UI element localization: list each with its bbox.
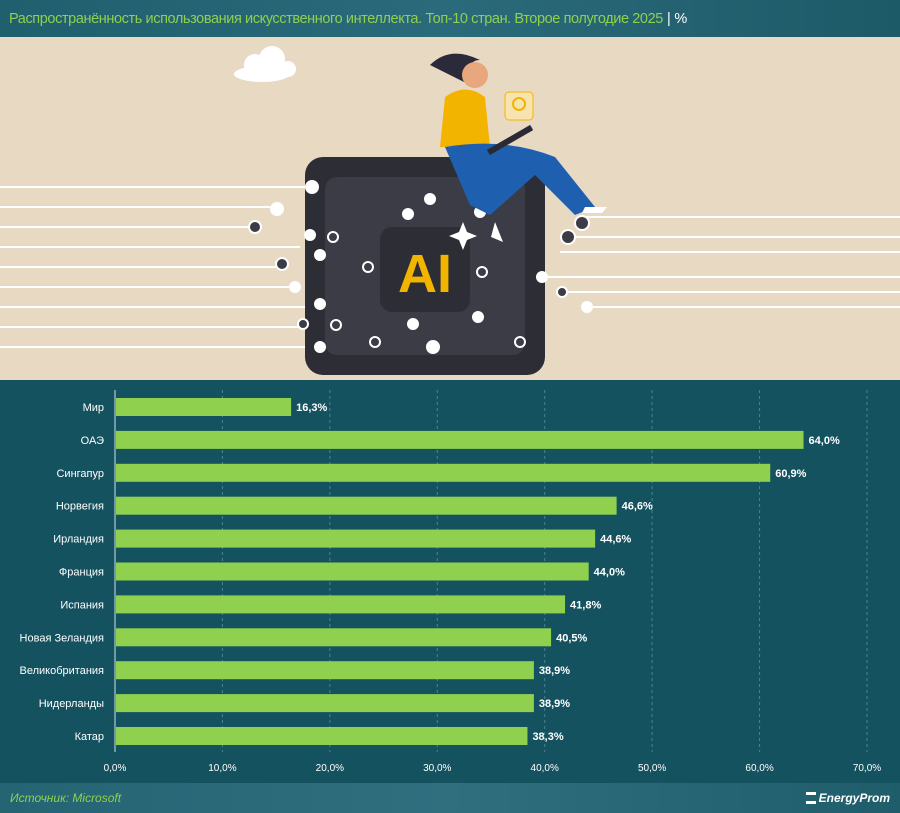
bar: [116, 661, 534, 680]
category-label: Франция: [59, 567, 104, 579]
bar: [116, 727, 528, 745]
category-label: Катар: [75, 731, 104, 743]
unit-label: %: [674, 10, 687, 27]
category-label: Великобритания: [20, 665, 105, 677]
bar: [116, 398, 292, 416]
lightbulb-icon: [512, 97, 526, 111]
energyprom-logo: EnergyProm: [805, 791, 890, 805]
bar: [116, 562, 589, 581]
bar: [116, 595, 566, 614]
footer: Источник: Microsoft EnergyProm: [0, 783, 900, 813]
bar: [116, 430, 804, 449]
circuit-lines: [0, 186, 900, 348]
data-label: 38,9%: [539, 698, 570, 710]
woman-with-laptop: [430, 53, 607, 242]
data-label: 38,3%: [532, 731, 563, 743]
category-label: Норвегия: [56, 501, 104, 513]
data-label: 16,3%: [296, 402, 327, 414]
chart-header: Распространённость использования искусст…: [0, 0, 900, 37]
x-tick-label: 70,0%: [853, 763, 881, 774]
category-label: Сингапур: [56, 468, 104, 480]
bar-chart: 0,0% 10,0% 20,0% 30,0% 40,0% 50,0% 60,0% 70,0% М…: [0, 380, 900, 783]
chart-title: Распространённость использования искусст…: [9, 10, 663, 27]
cloud-icon: [234, 46, 296, 82]
logo-mark-icon: [805, 792, 816, 804]
source-note: Источник: Microsoft: [10, 791, 122, 805]
data-label: 44,0%: [594, 567, 625, 579]
x-tick-label: 30,0%: [423, 763, 451, 774]
data-label: 41,8%: [570, 599, 601, 611]
ai-illustration: AI: [0, 37, 900, 380]
category-label: Новая Зеландия: [20, 632, 104, 644]
sparkle-icon: [449, 222, 477, 250]
data-label: 38,9%: [539, 665, 570, 677]
data-label: 46,6%: [622, 501, 653, 513]
data-label: 60,9%: [775, 468, 806, 480]
chip-label: AI: [398, 244, 452, 304]
category-label: ОАЭ: [81, 435, 104, 447]
bar: [116, 694, 534, 713]
x-tick-label: 50,0%: [638, 763, 666, 774]
x-tick-label: 20,0%: [316, 763, 344, 774]
bar: [116, 463, 771, 482]
x-tick-label: 10,0%: [208, 763, 236, 774]
bar: [116, 496, 617, 515]
logo-text: EnergyProm: [818, 791, 890, 805]
category-label: Мир: [83, 402, 104, 414]
category-label: Нидерланды: [39, 698, 104, 710]
x-tick-label: 40,0%: [531, 763, 559, 774]
category-label: Ирландия: [53, 534, 104, 546]
data-label: 44,6%: [600, 534, 631, 546]
bar: [116, 628, 552, 647]
data-label: 64,0%: [809, 435, 840, 447]
category-label: Испания: [60, 599, 104, 611]
x-tick-label: 60,0%: [745, 763, 773, 774]
title-separator: |: [666, 10, 671, 27]
x-tick-label: 0,0%: [104, 763, 127, 774]
data-label: 40,5%: [556, 632, 587, 644]
bar: [116, 529, 596, 548]
